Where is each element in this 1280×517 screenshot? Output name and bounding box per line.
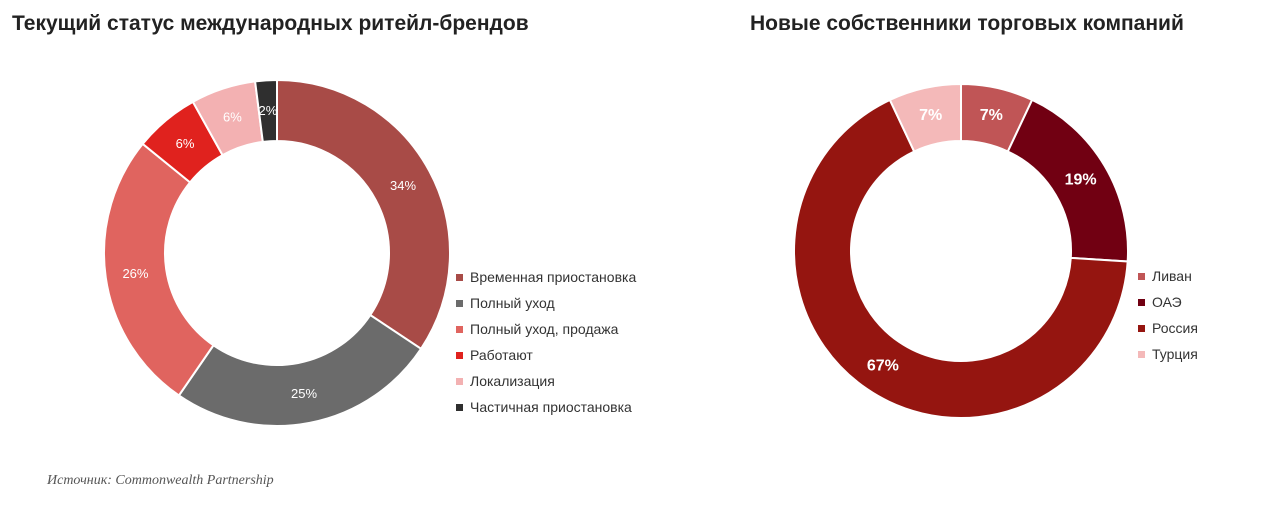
legend-item: Полный уход, продажа	[456, 316, 636, 342]
legend-swatch	[456, 377, 463, 385]
slice-data-label: 67%	[867, 357, 899, 374]
slice-data-label: 6%	[176, 136, 195, 151]
legend-swatch	[456, 325, 463, 333]
legend-label: Работают	[470, 347, 533, 363]
legend-label: Локализация	[470, 373, 555, 389]
legend-label: Полный уход	[470, 295, 555, 311]
legend-item: Временная приостановка	[456, 264, 636, 290]
donut-slice	[793, 98, 1129, 419]
legend-item: Полный уход	[456, 290, 636, 316]
slice-data-label: 7%	[919, 107, 942, 124]
legend-item: Турция	[1138, 341, 1198, 367]
slice-data-label: 2%	[259, 103, 278, 118]
donut-slice	[888, 82, 962, 153]
legend-label: Временная приостановка	[470, 269, 637, 285]
legend-item: Работают	[456, 342, 636, 368]
legend-swatch	[456, 351, 463, 359]
donut-slice	[276, 78, 451, 351]
legend-retail-status: Временная приостановка Полный уход Полный …	[456, 264, 636, 420]
slice-data-label: 19%	[1065, 172, 1097, 189]
legend-label: Ливан	[1152, 268, 1192, 284]
donut-slice	[253, 78, 278, 144]
slice-data-label: 7%	[980, 107, 1003, 124]
legend-item: Локализация	[456, 368, 636, 394]
legend-swatch	[1138, 272, 1145, 280]
slice-data-label: 25%	[291, 386, 317, 401]
legend-label: Полный уход, продажа	[470, 321, 619, 337]
legend-swatch	[1138, 350, 1145, 358]
legend-swatch	[1138, 324, 1145, 332]
donut-slice	[177, 313, 423, 427]
legend-swatch	[1138, 298, 1145, 306]
legend-item: ОАЭ	[1138, 289, 1198, 315]
chart-title-new-owners: Новые собственники торговых компаний	[750, 12, 1184, 35]
legend-swatch	[456, 299, 463, 307]
donut-slice	[103, 142, 215, 397]
slice-data-label: 34%	[390, 178, 416, 193]
legend-label: ОАЭ	[1152, 294, 1182, 310]
legend-item: Ливан	[1138, 263, 1198, 289]
legend-item: Частичная приостановка	[456, 394, 636, 420]
legend-label: Россия	[1152, 320, 1198, 336]
source-note: Источник: Commonwealth Partnership	[47, 473, 274, 488]
legend-swatch	[456, 273, 463, 281]
chart-title-retail-status: Текущий статус международных ритейл-брен…	[12, 12, 529, 35]
legend-swatch	[456, 403, 463, 411]
slice-data-label: 26%	[122, 266, 148, 281]
legend-item: Россия	[1138, 315, 1198, 341]
legend-label: Частичная приостановка	[470, 399, 632, 415]
legend-label: Турция	[1152, 346, 1198, 362]
legend-new-owners: Ливан ОАЭ Россия Турция	[1138, 263, 1198, 367]
slice-data-label: 6%	[223, 110, 242, 125]
